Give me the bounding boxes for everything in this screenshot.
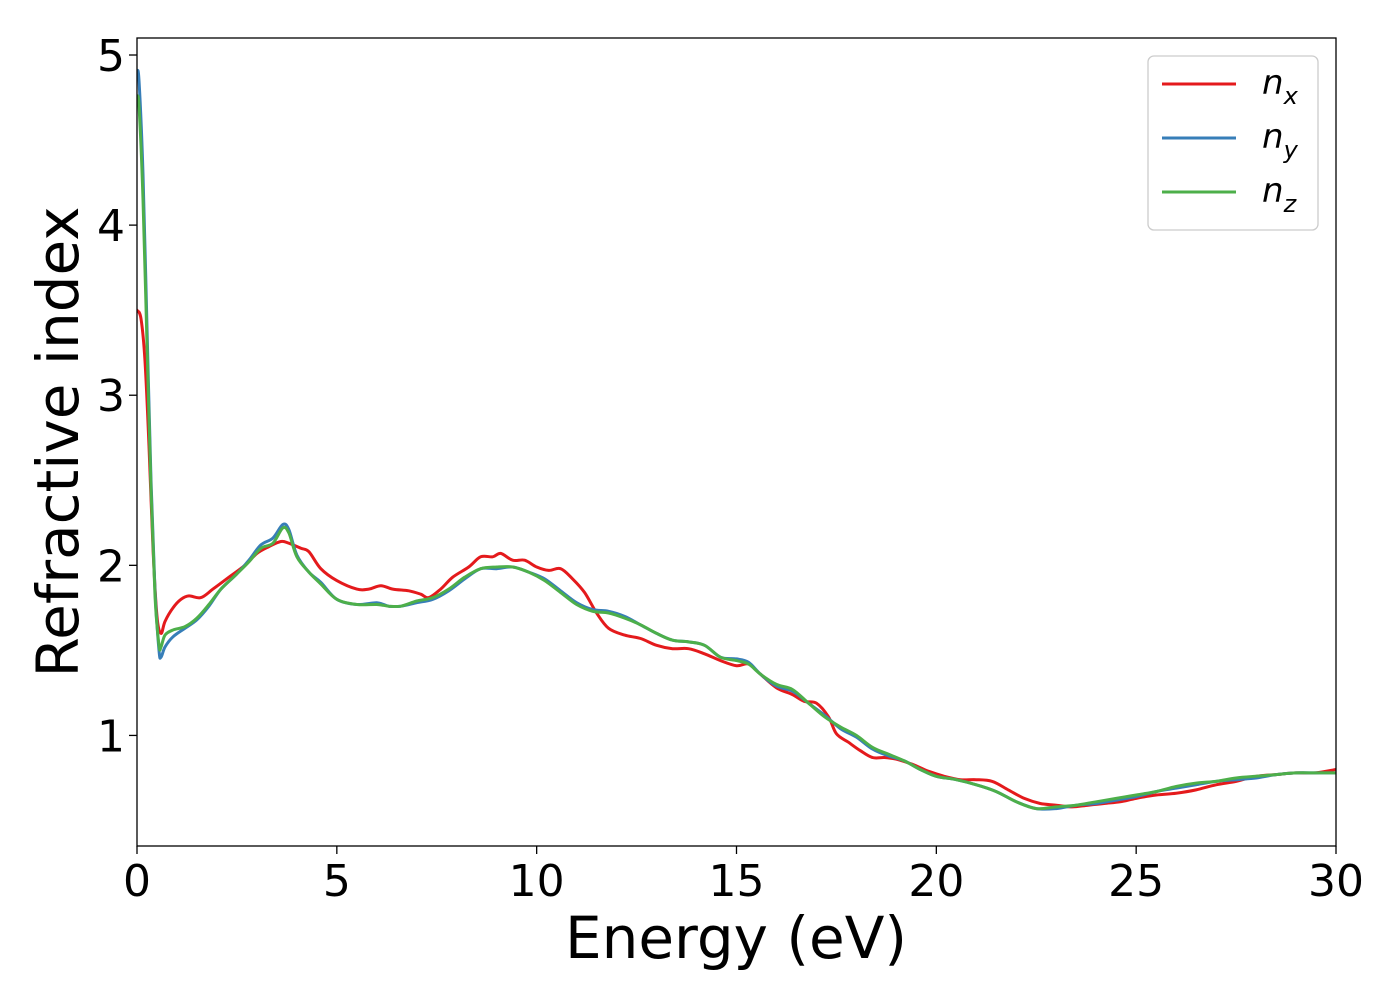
y-axis-label: Refractive index bbox=[24, 206, 92, 677]
x-tick-label: 20 bbox=[908, 856, 964, 907]
legend-label-nz: nz bbox=[1262, 171, 1298, 218]
series-layer bbox=[137, 68, 1336, 811]
x-tick-label: 15 bbox=[709, 856, 765, 907]
y-tick-label: 2 bbox=[97, 541, 125, 592]
y-tick-label: 4 bbox=[97, 201, 125, 252]
x-tick-label: 10 bbox=[509, 856, 565, 907]
y-tick-label: 3 bbox=[97, 371, 125, 422]
y-tick-label: 5 bbox=[97, 31, 125, 82]
legend-label-nx: nx bbox=[1262, 63, 1299, 110]
legend: nx ny nz bbox=[1147, 55, 1319, 231]
legend-box bbox=[1147, 55, 1319, 231]
x-tick-label: 5 bbox=[323, 856, 351, 907]
legend-label-ny: ny bbox=[1262, 117, 1299, 164]
y-axis: 1 2 3 4 5 bbox=[97, 31, 137, 762]
series-line-nz bbox=[137, 94, 1336, 811]
y-tick-label: 1 bbox=[97, 711, 125, 762]
x-tick-label: 0 bbox=[123, 856, 151, 907]
x-tick-label: 30 bbox=[1308, 856, 1364, 907]
x-axis: 0 5 10 15 20 25 30 bbox=[123, 846, 1364, 907]
x-axis-label: Energy (eV) bbox=[565, 904, 907, 972]
x-tick-label: 25 bbox=[1108, 856, 1164, 907]
